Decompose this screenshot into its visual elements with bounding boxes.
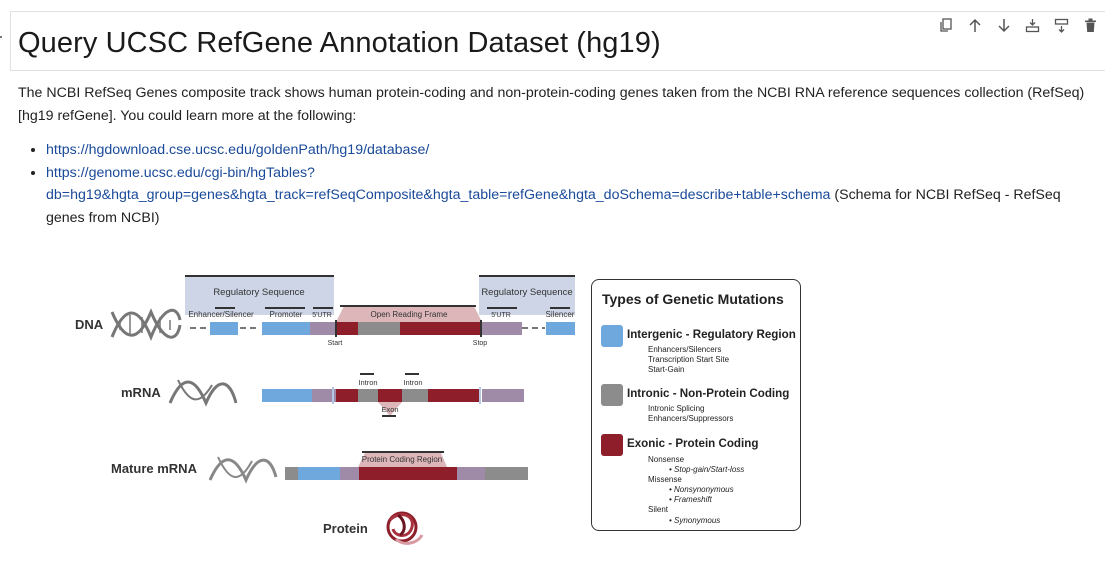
legend-intronic-item: Intronic Splicing (648, 404, 705, 413)
legend-intergenic: Intergenic - Regulatory Region (627, 328, 796, 341)
copy-icon[interactable] (937, 16, 954, 34)
link-hg19-database[interactable]: https://hgdownload.cse.ucsc.edu/goldenPa… (46, 142, 430, 158)
swatch-intronic (601, 384, 623, 406)
mature-mrna-strand: Protein Coding Region (285, 451, 528, 480)
link-description: (Schema for NCBI RefSeq - RefSeq genes f… (46, 187, 1061, 226)
swatch-intergenic (601, 325, 623, 347)
row-label-mrna: mRNA (121, 385, 161, 400)
label-protein-coding-region: Protein Coding Region (362, 455, 443, 464)
label-stop: Stop (473, 340, 488, 347)
row-label-protein: Protein (323, 521, 368, 536)
legend-intergenic-item: Enhancers/Silencers (648, 345, 722, 354)
label-start: Start (328, 340, 343, 347)
intro-paragraph: The NCBI RefSeq Genes composite track sh… (18, 85, 1085, 124)
mrna-helix-icon (168, 379, 238, 407)
legend-intergenic-item: Start-Gain (648, 365, 685, 374)
label-intron-2: Intron (403, 378, 422, 387)
cell-gutter-marker (0, 36, 2, 38)
mrna-strand (262, 387, 524, 416)
label-exon: Exon (381, 405, 398, 414)
label-3utr: 5'UTR (491, 312, 511, 319)
cell-toolbar (937, 16, 1099, 34)
regulatory-bg-left (185, 275, 334, 315)
legend-intronic-item: Enhancers/Suppressors (648, 414, 734, 423)
label-orf: Open Reading Frame (371, 310, 448, 319)
legend-intergenic-item: Transcription Start Site (648, 355, 730, 364)
list-item: https://genome.ucsc.edu/cgi-bin/hgTables… (46, 162, 1093, 230)
regulatory-bar-right (479, 275, 575, 277)
label-enhancer: Enhancer/Silencer (188, 310, 254, 319)
list-item: https://hgdownload.cse.ucsc.edu/goldenPa… (46, 139, 1093, 162)
regulatory-bar-left (185, 275, 334, 277)
legend-title: Types of Genetic Mutations (602, 291, 784, 307)
legend-missense: Missense (648, 475, 682, 484)
markdown-body: The NCBI RefSeq Genes composite track sh… (18, 82, 1093, 229)
trash-icon[interactable] (1082, 16, 1099, 34)
legend-intronic: Intronic - Non-Protein Coding (627, 387, 790, 400)
gene-structure-diagram: Regulatory Sequence Regulatory Sequence … (75, 275, 575, 545)
arrow-up-icon[interactable] (966, 16, 983, 34)
protein-icon (386, 511, 424, 545)
label-regulatory-left: Regulatory Sequence (213, 287, 304, 298)
legend-silent: Silent (648, 505, 669, 514)
insert-below-icon[interactable] (1053, 16, 1070, 34)
label-promoter: Promoter (270, 310, 303, 319)
dna-helix-icon (110, 308, 182, 341)
legend-missense-sub: • Nonsynonymous (669, 485, 734, 494)
mutation-legend: Types of Genetic Mutations Intergenic - … (591, 279, 801, 531)
dna-strand (190, 320, 575, 337)
label-regulatory-right: Regulatory Sequence (481, 287, 572, 298)
row-label-dna: DNA (75, 317, 104, 332)
label-silencer: Silencer (546, 310, 575, 319)
mature-mrna-helix-icon (208, 456, 278, 484)
markdown-cell-header[interactable] (10, 11, 1105, 71)
legend-exonic: Exonic - Protein Coding (627, 437, 759, 450)
arrow-down-icon[interactable] (995, 16, 1012, 34)
row-label-mature-mrna: Mature mRNA (111, 461, 198, 476)
page-title: Query UCSC RefGene Annotation Dataset (h… (18, 27, 661, 59)
legend-silent-sub: • Synonymous (669, 516, 721, 525)
legend-missense-sub: • Frameshift (669, 495, 712, 504)
legend-nonsense: Nonsense (648, 455, 685, 464)
swatch-exonic (601, 434, 623, 456)
orf-highlight (336, 306, 482, 322)
label-intron-1: Intron (358, 378, 377, 387)
link-hgtables-schema[interactable]: https://genome.ucsc.edu/cgi-bin/hgTables… (46, 164, 831, 204)
legend-nonsense-sub: • Stop-gain/Start-loss (669, 465, 745, 474)
label-5utr: 5'UTR (312, 312, 332, 319)
insert-above-icon[interactable] (1024, 16, 1041, 34)
orf-bar (340, 305, 476, 307)
link-list: https://hgdownload.cse.ucsc.edu/goldenPa… (18, 139, 1093, 229)
